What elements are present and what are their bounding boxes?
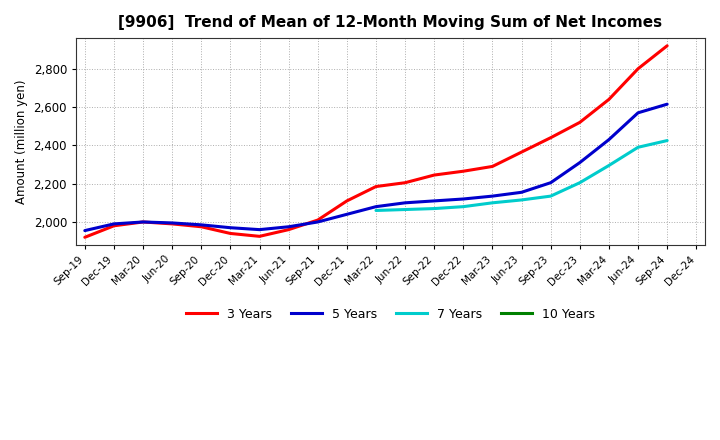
Legend: 3 Years, 5 Years, 7 Years, 10 Years: 3 Years, 5 Years, 7 Years, 10 Years (181, 303, 600, 326)
Title: [9906]  Trend of Mean of 12-Month Moving Sum of Net Incomes: [9906] Trend of Mean of 12-Month Moving … (119, 15, 662, 30)
Y-axis label: Amount (million yen): Amount (million yen) (15, 79, 28, 204)
